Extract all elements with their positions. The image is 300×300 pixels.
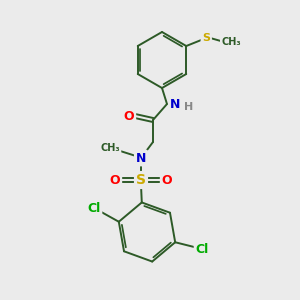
Text: O: O <box>162 173 172 187</box>
Text: Cl: Cl <box>87 202 101 215</box>
Text: CH₃: CH₃ <box>221 37 241 47</box>
Text: H: H <box>184 102 194 112</box>
Text: N: N <box>136 152 146 164</box>
Text: O: O <box>110 173 120 187</box>
Text: Cl: Cl <box>196 243 209 256</box>
Text: S: S <box>202 33 210 43</box>
Text: CH₃: CH₃ <box>100 143 120 153</box>
Text: S: S <box>136 173 146 187</box>
Text: N: N <box>170 98 180 110</box>
Text: O: O <box>124 110 134 122</box>
